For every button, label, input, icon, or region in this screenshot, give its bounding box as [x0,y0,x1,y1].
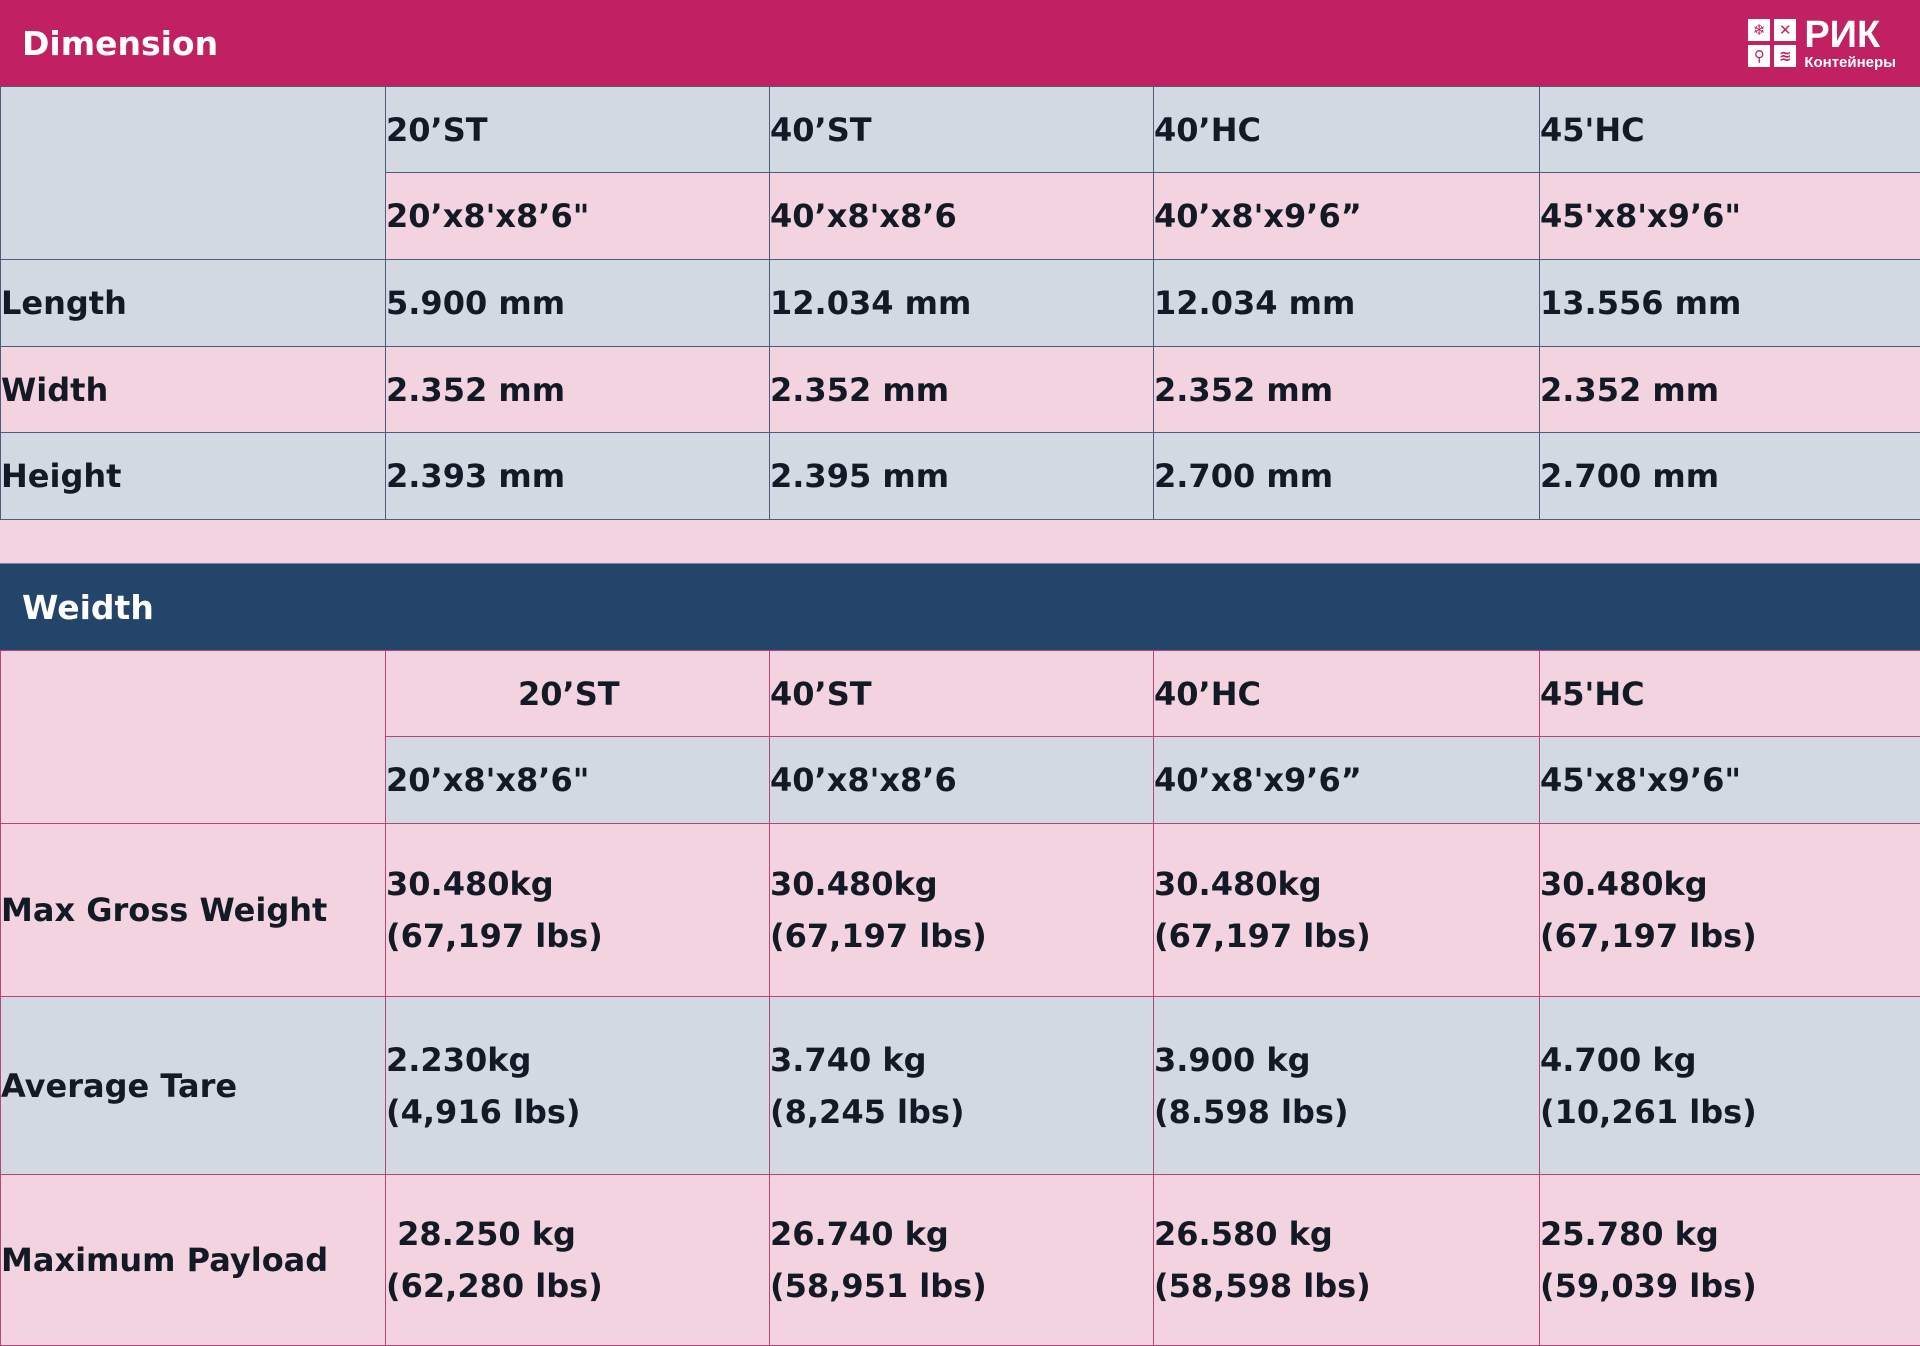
width-label: Width [1,347,386,433]
logo-subtitle: Контейнеры [1804,55,1896,70]
dimension-table: 20’ST 40’ST 40’HC 45'HC 20’x8'x8’6" 40’x… [0,86,1920,520]
max-gross-weight-row: Max Gross Weight 30.480kg(67,197 lbs) 30… [1,824,1920,997]
average-tare-label: Average Tare [1,997,386,1175]
max-gross-weight-value: 30.480kg(67,197 lbs) [770,824,1154,997]
dimension-type-45hc: 45'HC [1540,87,1920,173]
weight-type-40hc: 40’HC [1154,651,1540,737]
value-lbs: (58,951 lbs) [770,1260,1153,1312]
height-label: Height [1,433,386,520]
weight-type-row: 20’ST 40’ST 40’HC 45'HC [1,651,1920,737]
dimension-corner-cell [1,87,386,260]
wrench-icon: ⚲ [1748,45,1770,67]
value-lbs: (59,039 lbs) [1540,1260,1920,1312]
length-label: Length [1,260,386,347]
width-value: 2.352 mm [1154,347,1540,433]
dimension-type-40hc: 40’HC [1154,87,1540,173]
maximum-payload-value: 28.250 kg(62,280 lbs) [386,1175,770,1346]
weight-size-20st: 20’x8'x8’6" [386,737,770,824]
dimension-size-40st: 40’x8'x8’6 [770,173,1154,260]
average-tare-value: 2.230kg(4,916 lbs) [386,997,770,1175]
weight-type-20st: 20’ST [386,651,770,737]
value-kg: 3.900 kg [1154,1034,1539,1086]
average-tare-value: 4.700 kg(10,261 lbs) [1540,997,1920,1175]
value-lbs: (10,261 lbs) [1540,1086,1920,1138]
value-kg: 30.480kg [770,858,1153,910]
width-value: 2.352 mm [770,347,1154,433]
value-kg: 4.700 kg [1540,1034,1920,1086]
max-gross-weight-label: Max Gross Weight [1,824,386,997]
value-kg: 25.780 kg [1540,1208,1920,1260]
max-gross-weight-value: 30.480kg(67,197 lbs) [386,824,770,997]
tools-icon: ✕ [1774,19,1796,41]
height-value: 2.700 mm [1154,433,1540,520]
dimension-header: Dimension ❄ ✕ ⚲ ≋ РИК Контейнеры [0,0,1920,86]
logo-name: РИК [1804,16,1896,54]
dimension-size-40hc: 40’x8'x9’6” [1154,173,1540,260]
dimension-type-40st: 40’ST [770,87,1154,173]
length-row: Length 5.900 mm 12.034 mm 12.034 mm 13.5… [1,260,1920,347]
height-value: 2.700 mm [1540,433,1920,520]
value-lbs: (58,598 lbs) [1154,1260,1539,1312]
height-value: 2.393 mm [386,433,770,520]
width-row: Width 2.352 mm 2.352 mm 2.352 mm 2.352 m… [1,347,1920,433]
height-value: 2.395 mm [770,433,1154,520]
length-value: 12.034 mm [770,260,1154,347]
weight-size-40st: 40’x8'x8’6 [770,737,1154,824]
average-tare-value: 3.900 kg(8.598 lbs) [1154,997,1540,1175]
dimension-size-45hc: 45'x8'x9’6" [1540,173,1920,260]
maximum-payload-label: Maximum Payload [1,1175,386,1346]
height-row: Height 2.393 mm 2.395 mm 2.700 mm 2.700 … [1,433,1920,520]
value-kg: 2.230kg [386,1034,769,1086]
length-value: 5.900 mm [386,260,770,347]
max-gross-weight-value: 30.480kg(67,197 lbs) [1540,824,1920,997]
width-value: 2.352 mm [1540,347,1920,433]
average-tare-value: 3.740 kg(8,245 lbs) [770,997,1154,1175]
maximum-payload-value: 25.780 kg(59,039 lbs) [1540,1175,1920,1346]
weight-type-40st: 40’ST [770,651,1154,737]
value-kg: 26.580 kg [1154,1208,1539,1260]
length-value: 13.556 mm [1540,260,1920,347]
weight-title: Weidth [22,588,154,627]
average-tare-row: Average Tare 2.230kg(4,916 lbs) 3.740 kg… [1,997,1920,1175]
dimension-title: Dimension [22,24,218,63]
length-value: 12.034 mm [1154,260,1540,347]
width-value: 2.352 mm [386,347,770,433]
weight-type-45hc: 45'HC [1540,651,1920,737]
max-gross-weight-value: 30.480kg(67,197 lbs) [1154,824,1540,997]
value-kg: 26.740 kg [770,1208,1153,1260]
value-kg: 30.480kg [1154,858,1539,910]
value-lbs: (62,280 lbs) [386,1260,769,1312]
value-lbs: (67,197 lbs) [1540,910,1920,962]
dimension-size-20st: 20’x8'x8’6" [386,173,770,260]
weight-corner-cell [1,651,386,824]
value-lbs: (67,197 lbs) [386,910,769,962]
value-kg: 30.480kg [1540,858,1920,910]
value-kg: 28.250 kg [386,1208,769,1260]
weight-size-45hc: 45'x8'x9’6" [1540,737,1920,824]
value-lbs: (4,916 lbs) [386,1086,769,1138]
weight-table: 20’ST 40’ST 40’HC 45'HC 20’x8'x8’6" 40’x… [0,650,1920,1346]
value-kg: 3.740 kg [770,1034,1153,1086]
weight-header: Weidth [0,564,1920,650]
weight-size-40hc: 40’x8'x9’6” [1154,737,1540,824]
maximum-payload-value: 26.740 kg(58,951 lbs) [770,1175,1154,1346]
maximum-payload-value: 26.580 kg(58,598 lbs) [1154,1175,1540,1346]
value-lbs: (8.598 lbs) [1154,1086,1539,1138]
value-kg: 30.480kg [386,858,769,910]
value-lbs: (67,197 lbs) [770,910,1153,962]
logo-icon-grid: ❄ ✕ ⚲ ≋ [1748,19,1796,67]
waves-icon: ≋ [1774,45,1796,67]
value-lbs: (8,245 lbs) [770,1086,1153,1138]
dimension-type-20st: 20’ST [386,87,770,173]
maximum-payload-row: Maximum Payload 28.250 kg(62,280 lbs) 26… [1,1175,1920,1346]
rik-logo: ❄ ✕ ⚲ ≋ РИК Контейнеры [1748,16,1896,70]
dimension-type-row: 20’ST 40’ST 40’HC 45'HC [1,87,1920,173]
snowflake-icon: ❄ [1748,19,1770,41]
value-lbs: (67,197 lbs) [1154,910,1539,962]
section-spacer [0,521,1920,564]
logo-text: РИК Контейнеры [1804,16,1896,70]
